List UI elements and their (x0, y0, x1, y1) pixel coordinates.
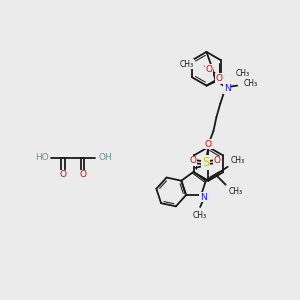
Text: O: O (79, 170, 86, 179)
Text: CH₃: CH₃ (243, 79, 257, 88)
Text: N: N (224, 84, 231, 93)
Text: HO: HO (35, 153, 49, 162)
Text: N: N (200, 193, 206, 202)
Text: O: O (216, 74, 223, 83)
Text: CH₃: CH₃ (229, 187, 243, 196)
Text: CH₃: CH₃ (231, 156, 245, 165)
Text: O: O (189, 156, 196, 165)
Text: O: O (205, 140, 212, 148)
Text: CH₃: CH₃ (235, 69, 249, 78)
Text: O: O (214, 156, 221, 165)
Text: OH: OH (98, 153, 112, 162)
Text: S: S (202, 156, 209, 170)
Text: O: O (206, 65, 213, 74)
Text: O: O (59, 170, 66, 179)
Text: CH₃: CH₃ (193, 211, 207, 220)
Text: CH₃: CH₃ (179, 60, 193, 69)
